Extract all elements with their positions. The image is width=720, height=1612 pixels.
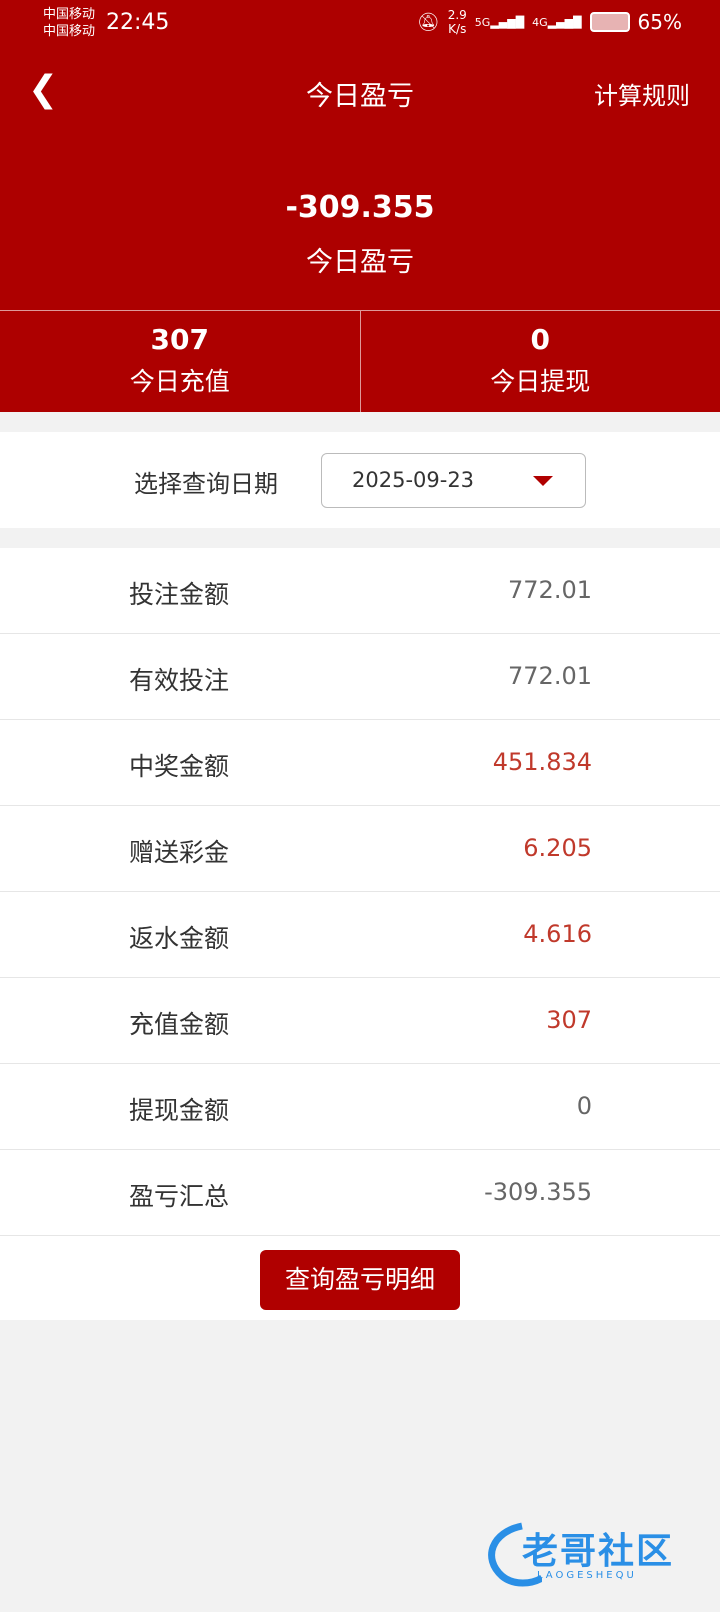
- page-title: 今日盈亏: [306, 81, 414, 112]
- row-label: 中奖金额: [129, 752, 230, 781]
- date-select[interactable]: 2025-09-23: [321, 453, 586, 508]
- carrier-1: 中国移动: [43, 7, 96, 22]
- query-detail-button[interactable]: 查询盈亏明细: [260, 1250, 460, 1310]
- row-value: 451.834: [492, 748, 592, 776]
- row-value: 307: [546, 1006, 592, 1034]
- speed-value: 2.9: [447, 8, 467, 22]
- net-5g: 5G: [474, 15, 491, 29]
- row-label: 提现金额: [129, 1096, 230, 1125]
- list-item: 投注金额 772.01: [0, 548, 720, 634]
- net-speed: 2.9 K/s: [448, 8, 467, 36]
- carrier-2: 中国移动: [43, 24, 96, 39]
- row-value: 772.01: [508, 576, 592, 604]
- stat-value: 307: [150, 323, 209, 356]
- stat-recharge: 307 今日充值: [0, 311, 360, 412]
- row-value: 772.01: [508, 662, 592, 690]
- back-chevron-icon[interactable]: ❮: [28, 69, 59, 110]
- date-label: 选择查询日期: [134, 470, 278, 498]
- profit-label: 今日盈亏: [306, 247, 414, 278]
- detail-list: 投注金额 772.01 有效投注 772.01 中奖金额 451.834 赠送彩金 6.…: [0, 548, 720, 1236]
- stat-withdraw: 0 今日提现: [359, 311, 720, 412]
- date-section: 选择查询日期 2025-09-23: [0, 432, 720, 528]
- status-bar: 中国移动 中国移动 22:45 🔕︎ 2.9 K/s 5G▂▄▆█ 4G▂▄▆█ 6…: [0, 0, 720, 48]
- clock: 22:45: [106, 10, 170, 35]
- stat-label: 今日提现: [490, 367, 591, 396]
- header: 中国移动 中国移动 22:45 🔕︎ 2.9 K/s 5G▂▄▆█ 4G▂▄▆█ 6…: [0, 0, 720, 412]
- row-label: 有效投注: [129, 666, 230, 695]
- row-label: 赠送彩金: [129, 838, 230, 867]
- list-item: 盈亏汇总 -309.355: [0, 1150, 720, 1236]
- list-item: 提现金额 0: [0, 1064, 720, 1150]
- watermark-text: 老哥社区: [522, 1531, 675, 1572]
- row-value: -309.355: [484, 1178, 592, 1206]
- stat-value: 0: [530, 323, 550, 356]
- signal-4g-icon: 4G▂▄▆█: [532, 15, 582, 29]
- watermark-logo: 老哥社区 LAOGESHEQU: [482, 1518, 712, 1590]
- row-label: 充值金额: [129, 1010, 230, 1039]
- stat-label: 今日充值: [129, 367, 230, 396]
- watermark-sub: LAOGESHEQU: [537, 1570, 637, 1581]
- caret-down-icon: [533, 476, 553, 486]
- row-label: 投注金额: [129, 580, 230, 609]
- row-value: 6.205: [523, 834, 592, 862]
- list-item: 充值金额 307: [0, 978, 720, 1064]
- mute-bell-icon: 🔕︎: [416, 11, 440, 33]
- signal-5g-icon: 5G▂▄▆█: [474, 15, 525, 29]
- rules-button[interactable]: 计算规则: [594, 82, 690, 110]
- button-area: 查询盈亏明细: [0, 1236, 720, 1320]
- dragon-logo-icon: [488, 1522, 542, 1587]
- list-item: 中奖金额 451.834: [0, 720, 720, 806]
- speed-unit: K/s: [448, 22, 467, 36]
- list-item: 赠送彩金 6.205: [0, 806, 720, 892]
- profit-value: -309.355: [285, 190, 435, 225]
- carrier: 中国移动 中国移动: [43, 6, 95, 40]
- net-4g: 4G: [532, 15, 548, 29]
- row-value: 4.616: [523, 920, 592, 948]
- date-value: 2025-09-23: [352, 468, 475, 492]
- row-label: 盈亏汇总: [129, 1182, 230, 1211]
- list-item: 有效投注 772.01: [0, 634, 720, 720]
- battery-level: 65%: [637, 10, 682, 34]
- battery-icon: [589, 12, 630, 32]
- row-label: 返水金额: [129, 924, 230, 953]
- list-item: 返水金额 4.616: [0, 892, 720, 978]
- row-value: 0: [576, 1092, 592, 1120]
- nav-bar: ❮ 今日盈亏 计算规则: [0, 60, 720, 120]
- stats-row: 307 今日充值 0 今日提现: [0, 310, 720, 412]
